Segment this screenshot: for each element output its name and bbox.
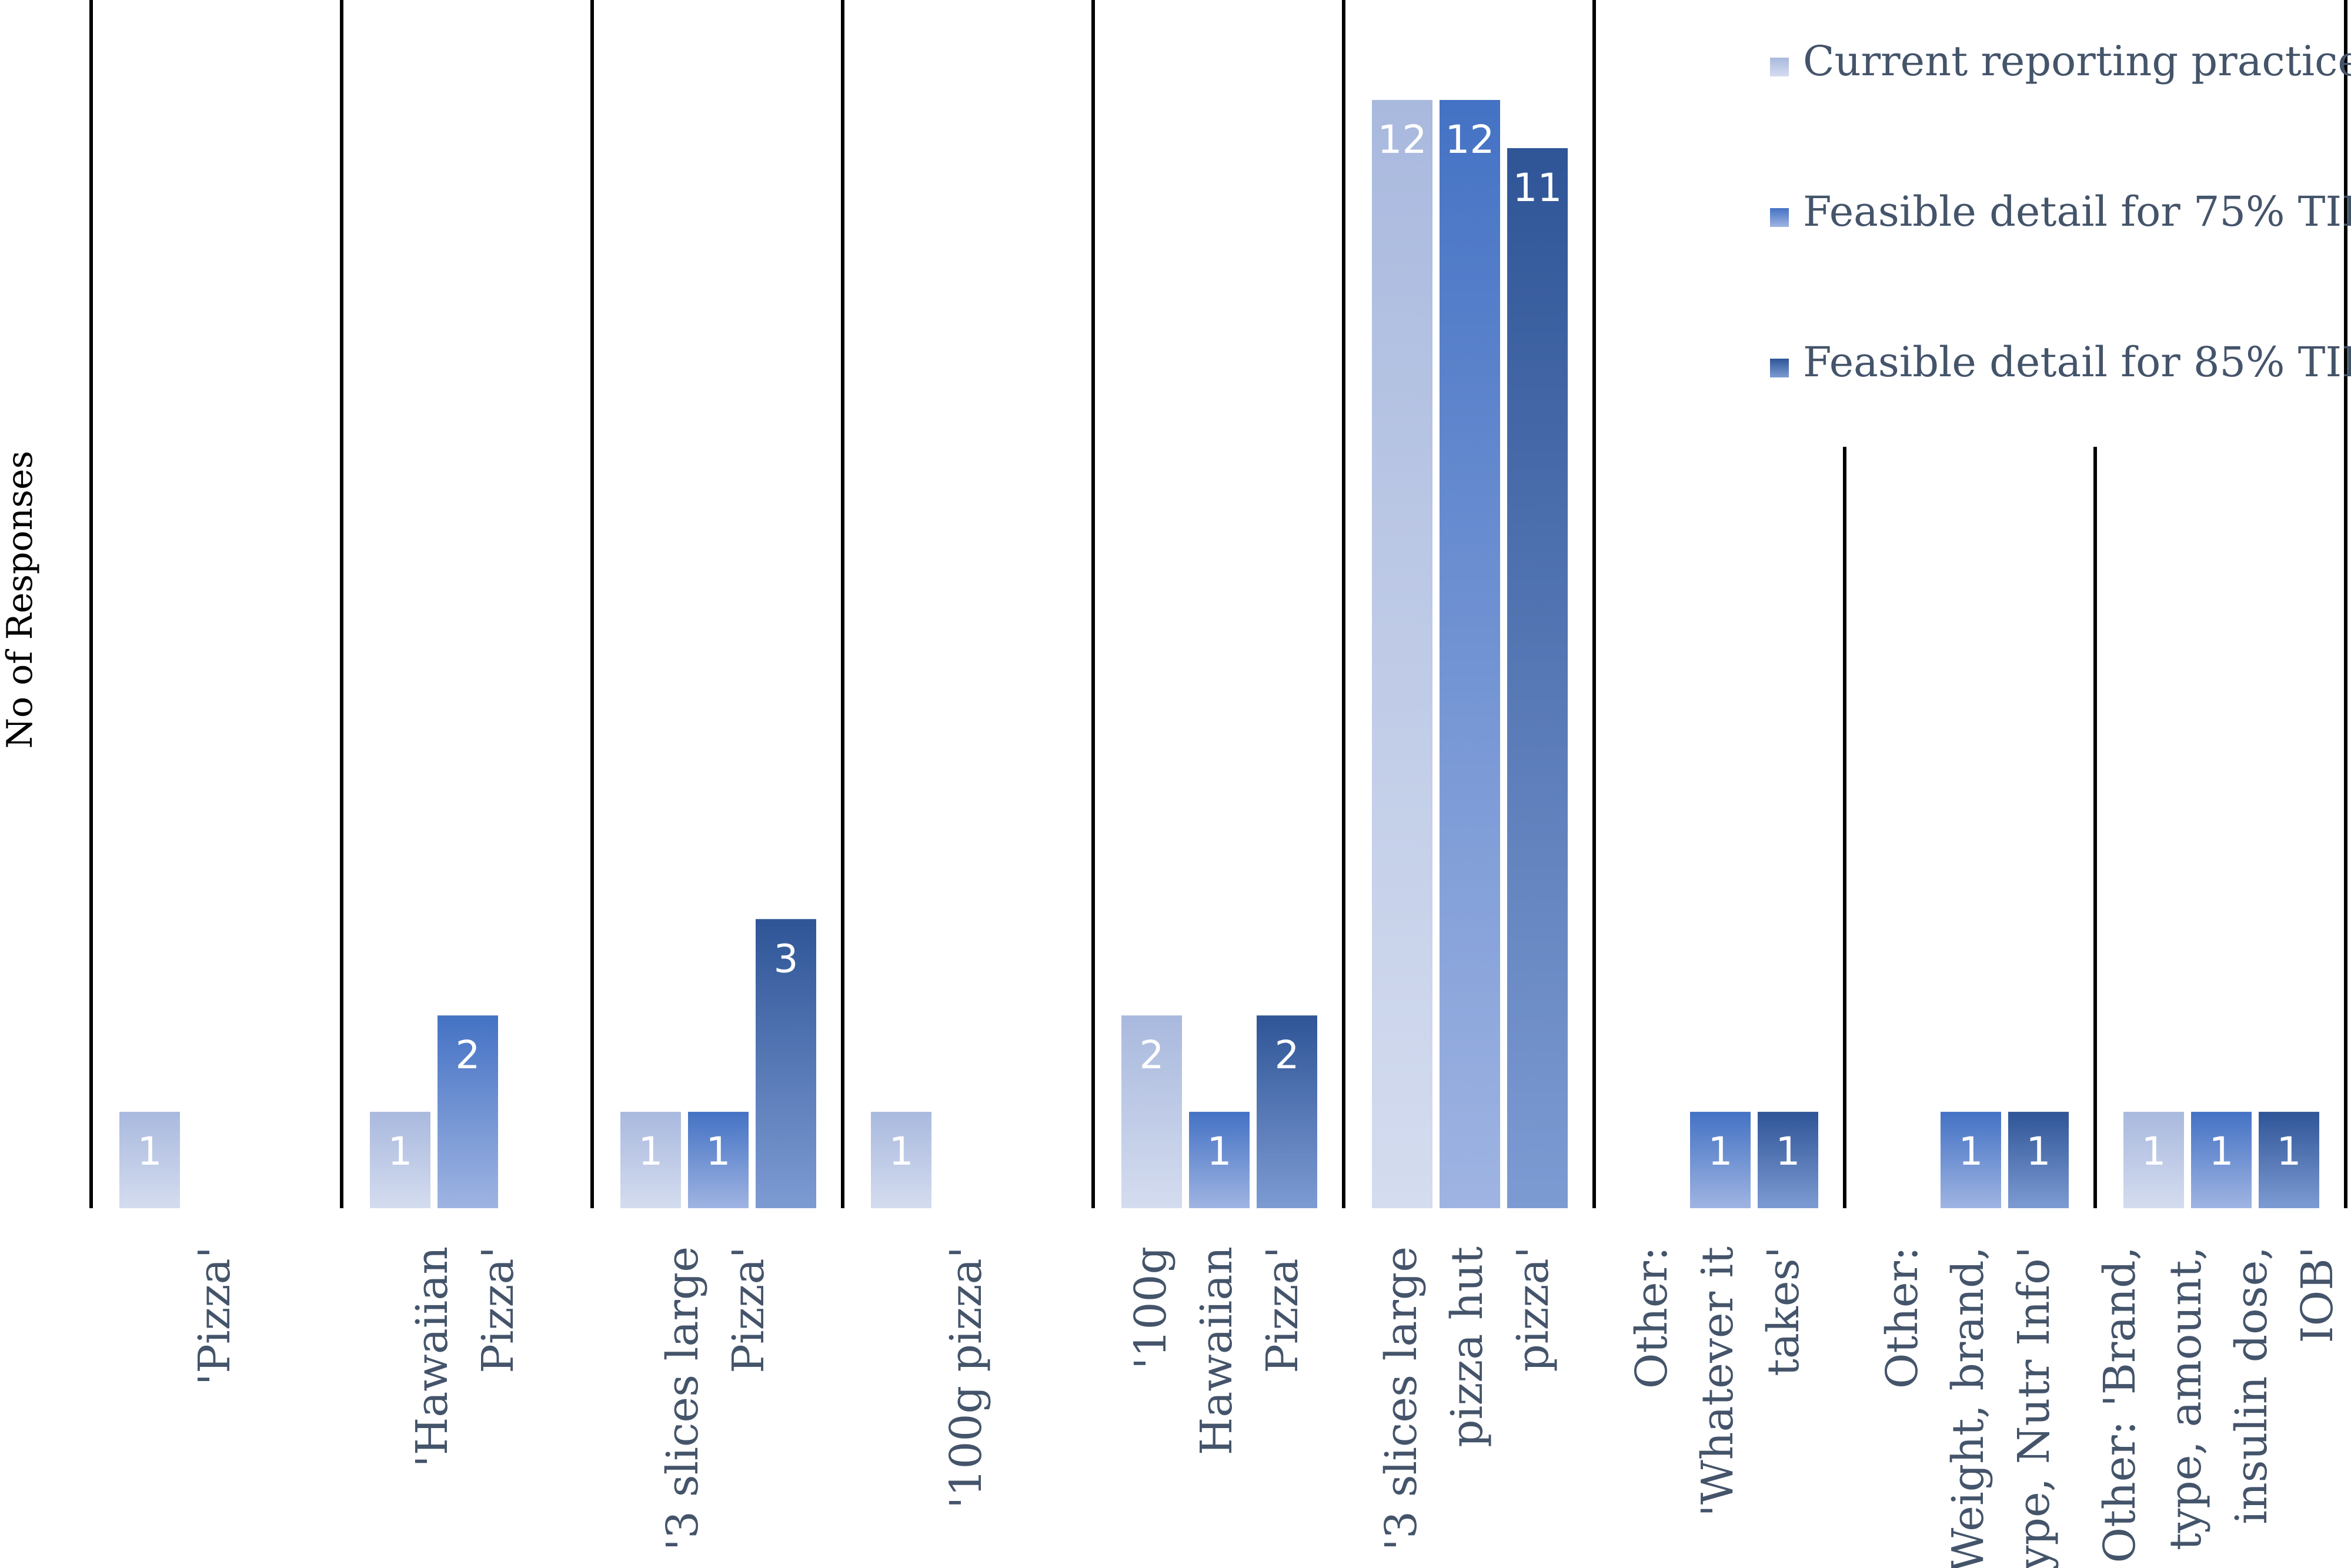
- data-label: 2: [456, 1032, 480, 1078]
- category-tick-label: '100g pizza': [941, 1246, 991, 1509]
- data-label: 1: [1959, 1129, 1983, 1174]
- category-tick-label-line: type, Nutr Info': [2009, 1246, 2059, 1568]
- category-dividers: [89, 0, 2347, 1208]
- category-tick-label-line: Pizza': [473, 1246, 523, 1373]
- legend-swatch: [1770, 58, 1789, 76]
- category-tick-label: '100g Hawaiian Pizza': [1126, 1246, 1308, 1455]
- bar: [1507, 148, 1568, 1208]
- bar: [2191, 1112, 2252, 1208]
- category-tick-label-line: pizza': [1508, 1246, 1558, 1372]
- category-tick-label-line: Other:: [1627, 1246, 1677, 1389]
- category-tick-label-line: 'Weight, brand,: [1943, 1246, 1993, 1568]
- data-label: 2: [1275, 1032, 1300, 1078]
- bar: [438, 1015, 498, 1208]
- bar: [688, 1112, 749, 1208]
- category-tick-labels: 'Pizza' 'Hawaiian Pizza' '3 slices large Piz…: [189, 1246, 2343, 1568]
- legend-swatch: [1770, 208, 1789, 227]
- category-tick-label-line: Other: 'Brand,: [2095, 1246, 2145, 1563]
- data-label: 1: [639, 1129, 663, 1174]
- data-label: 12: [1378, 117, 1427, 162]
- legend-swatch: [1770, 359, 1789, 377]
- category-tick-label-line: '3 slices large: [657, 1246, 708, 1550]
- bar: [1941, 1112, 2001, 1208]
- category-tick-label-line: '100g pizza': [941, 1246, 991, 1509]
- category-tick-label-line: Pizza': [1257, 1246, 1308, 1373]
- legend-entry: Current reporting practice: [1803, 37, 2351, 85]
- category-tick-label: '3 slices large Pizza': [657, 1246, 774, 1550]
- bar: [119, 1112, 180, 1208]
- category-tick-label-line: IOB': [2292, 1246, 2343, 1343]
- data-label: 12: [1445, 117, 1495, 162]
- category-tick-label-line: 'Hawaiian: [407, 1246, 457, 1467]
- legend-entry: Feasible detail for 75% TIR: [1803, 188, 2351, 236]
- category-tick-label-line: Other:: [1877, 1246, 1928, 1389]
- data-label: 1: [1708, 1129, 1733, 1174]
- category-tick-label-line: Pizza': [723, 1246, 774, 1373]
- bars: [119, 100, 2319, 1208]
- category-tick-label-line: takes': [1758, 1246, 1809, 1376]
- bar: [1372, 100, 1432, 1208]
- legend-entry: Feasible detail for 85% TIR: [1803, 338, 2351, 386]
- category-tick-label-line: '100g: [1126, 1246, 1176, 1369]
- bar: [1189, 1112, 1250, 1208]
- bar: [1440, 100, 1500, 1208]
- bar: [1690, 1112, 1751, 1208]
- data-label: 1: [2142, 1129, 2166, 1174]
- data-label: 1: [1776, 1129, 1801, 1174]
- bar: [620, 1112, 681, 1208]
- category-tick-label: Other: 'Brand, type, amount, insulin dose,…: [2095, 1246, 2343, 1563]
- data-label: 1: [1207, 1129, 1232, 1174]
- category-tick-label-line: 'Whatever it: [1692, 1246, 1743, 1517]
- category-tick-label-line: 'Pizza': [189, 1246, 240, 1385]
- data-label: 1: [2277, 1129, 2302, 1174]
- bar: [370, 1112, 430, 1208]
- category-tick-label-line: '3 slices large: [1376, 1246, 1427, 1550]
- data-label: 11: [1513, 165, 1562, 210]
- bar: [871, 1112, 931, 1208]
- bar: [1257, 1015, 1317, 1208]
- data-label: 1: [2026, 1129, 2051, 1174]
- category-tick-label-line: insulin dose,: [2226, 1246, 2277, 1524]
- data-label: 1: [706, 1129, 731, 1174]
- bar: [1758, 1112, 1818, 1208]
- data-label: 1: [2209, 1129, 2234, 1174]
- data-label: 1: [889, 1129, 914, 1174]
- category-tick-label: 'Pizza': [189, 1246, 240, 1385]
- category-tick-label-line: type, amount,: [2160, 1246, 2211, 1550]
- data-label: 2: [1140, 1032, 1164, 1078]
- legend: Current reporting practice Feasible detai…: [1770, 37, 2351, 386]
- y-axis-label: No of Responses: [0, 451, 41, 749]
- bar: [756, 919, 816, 1208]
- bar: [1121, 1015, 1182, 1208]
- category-tick-label: Other: 'Whatever it takes': [1627, 1246, 1809, 1517]
- category-tick-label: Other: 'Weight, brand, type, Nutr Info': [1877, 1246, 2059, 1568]
- category-tick-label-line: Hawaiian: [1191, 1246, 1242, 1455]
- bar: [2259, 1112, 2319, 1208]
- data-label: 1: [388, 1129, 413, 1174]
- category-tick-label: 'Hawaiian Pizza': [407, 1246, 523, 1467]
- bar: [2123, 1112, 2184, 1208]
- data-label: 1: [138, 1129, 162, 1174]
- data-label: 3: [774, 936, 799, 981]
- bar: [2008, 1112, 2069, 1208]
- category-tick-label: '3 slices large pizza hut pizza': [1376, 1246, 1558, 1551]
- category-tick-label-line: pizza hut: [1442, 1246, 1492, 1447]
